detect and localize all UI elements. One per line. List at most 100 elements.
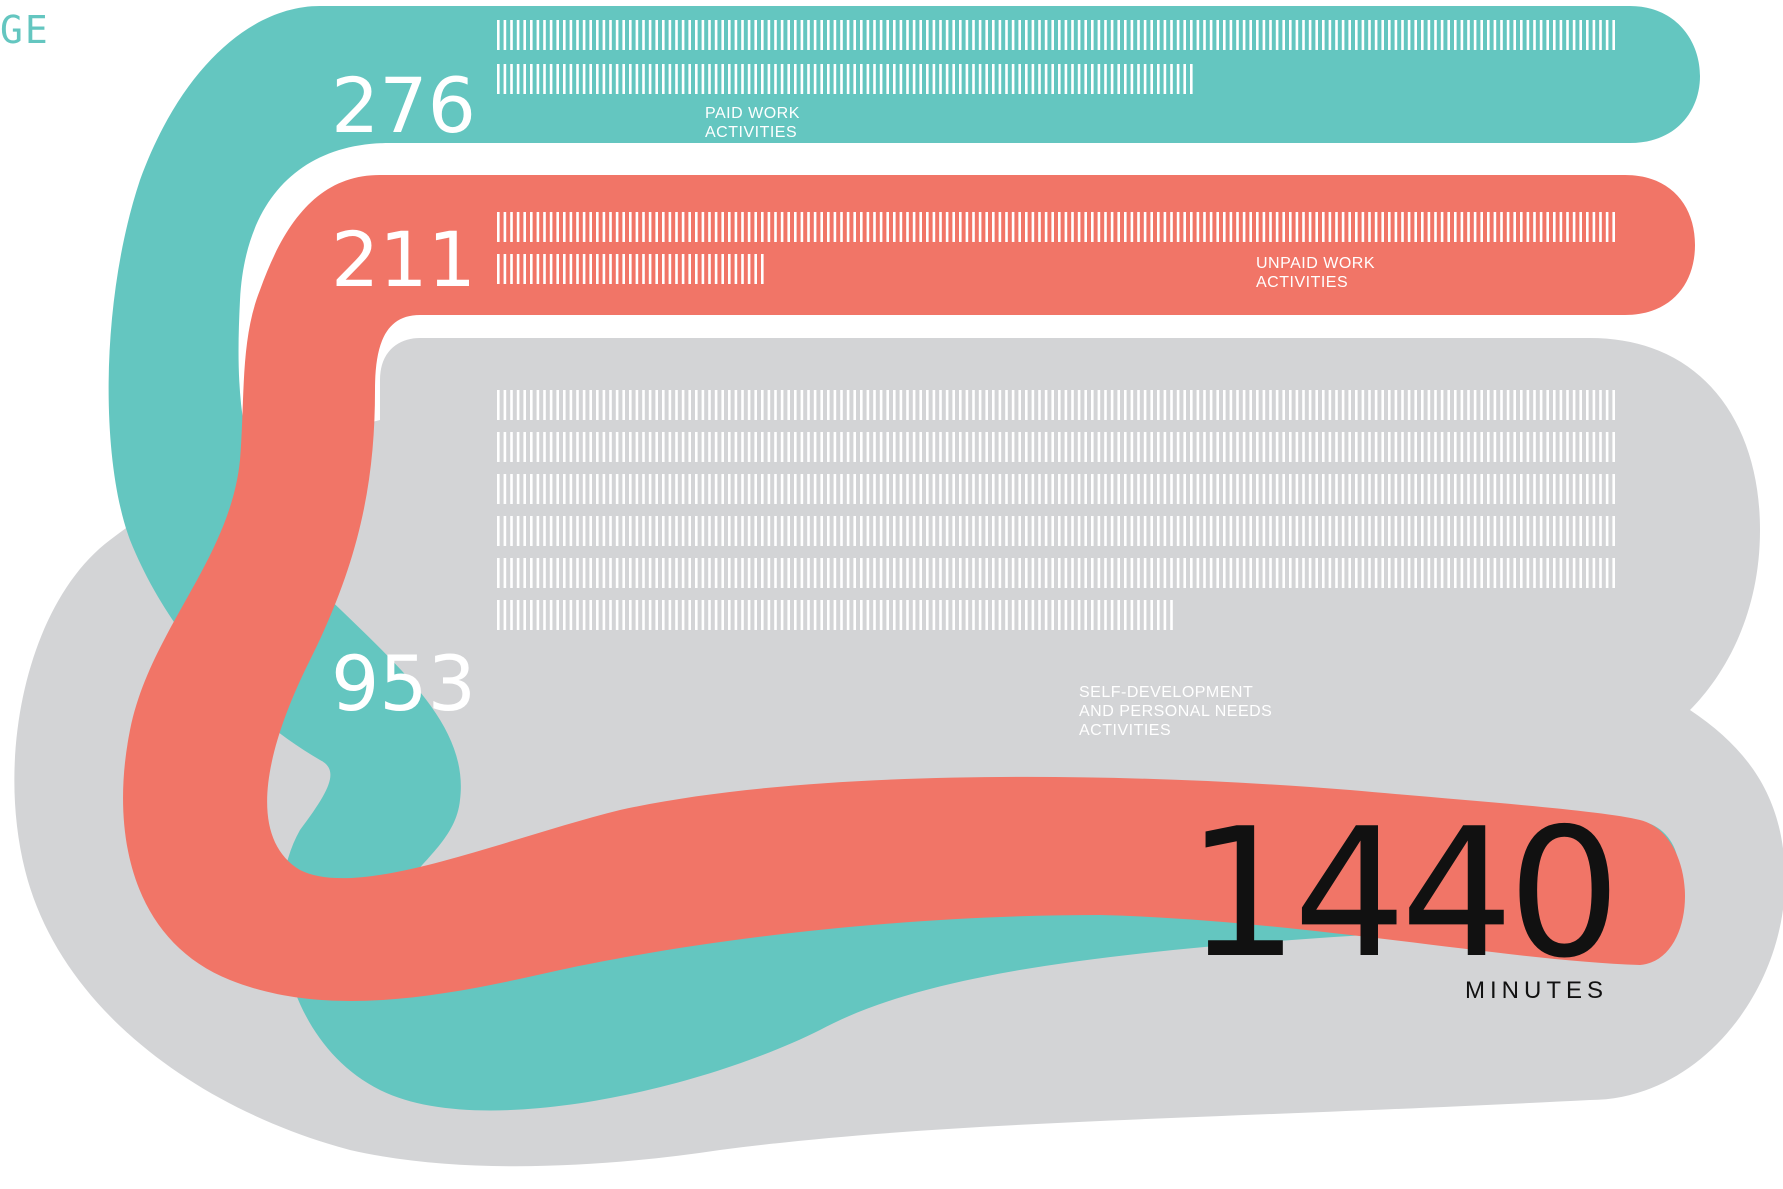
minute-tick: [1229, 390, 1233, 420]
minute-tick: [1381, 432, 1384, 462]
minute-tick: [1480, 390, 1483, 420]
minute-tick: [1051, 516, 1054, 546]
minute-tick: [1421, 558, 1424, 588]
minute-tick: [543, 390, 546, 420]
minute-tick: [549, 432, 553, 462]
minute-tick: [932, 516, 936, 546]
minute-tick: [800, 432, 804, 462]
minute-tick: [747, 474, 751, 504]
minute-tick: [622, 20, 625, 50]
minute-tick: [1091, 600, 1094, 630]
minute-tick: [787, 20, 790, 50]
minute-tick: [1394, 432, 1398, 462]
minute-tick: [807, 516, 810, 546]
minute-tick: [767, 516, 771, 546]
minute-tick: [1460, 390, 1464, 420]
minute-tick: [1355, 516, 1358, 546]
minute-tick: [582, 254, 586, 284]
minute-tick: [615, 516, 619, 546]
minute-tick: [1289, 390, 1292, 420]
minute-tick: [708, 254, 711, 284]
minute-tick: [576, 558, 579, 588]
minute-tick: [675, 254, 678, 284]
minute-tick: [556, 212, 559, 242]
minute-tick: [1242, 432, 1246, 462]
minute-tick: [787, 64, 790, 94]
minute-tick: [1315, 516, 1318, 546]
minute-tick: [1381, 390, 1384, 420]
minute-tick: [1223, 390, 1226, 420]
minute-tick: [800, 390, 804, 420]
minute-tick: [853, 432, 856, 462]
minute-tick: [1157, 474, 1160, 504]
minute-tick: [833, 64, 837, 94]
minute-tick: [919, 64, 922, 94]
minute-tick: [1361, 558, 1365, 588]
minute-tick: [629, 254, 632, 284]
minute-tick: [714, 474, 718, 504]
minute-tick: [1275, 558, 1279, 588]
minute-tick: [800, 558, 804, 588]
minute-tick: [774, 558, 777, 588]
minute-tick: [681, 600, 685, 630]
minute-tick: [642, 20, 645, 50]
minute-tick: [497, 20, 500, 50]
minute-tick: [813, 64, 817, 94]
minute-tick: [681, 64, 685, 94]
minute-tick: [754, 600, 757, 630]
minute-tick: [1421, 474, 1424, 504]
minute-tick: [1044, 20, 1048, 50]
minute-tick: [695, 254, 698, 284]
minute-tick: [1104, 600, 1107, 630]
minute-tick: [1500, 212, 1503, 242]
minute-tick: [1533, 474, 1536, 504]
minute-tick: [589, 474, 592, 504]
minute-tick: [510, 600, 513, 630]
minute-tick: [1209, 390, 1213, 420]
minute-tick: [655, 558, 658, 588]
minute-tick: [972, 390, 975, 420]
minute-tick: [675, 600, 678, 630]
minute-tick: [939, 212, 942, 242]
minute-tick: [1275, 516, 1279, 546]
minute-tick: [615, 390, 619, 420]
minute-tick: [761, 390, 764, 420]
minute-tick: [846, 516, 850, 546]
minute-tick: [497, 212, 500, 242]
minute-tick: [1071, 600, 1074, 630]
minute-tick: [1513, 390, 1516, 420]
minute-tick: [1295, 212, 1299, 242]
minute-tick: [549, 390, 553, 420]
minute-tick: [1242, 212, 1246, 242]
minute-tick: [1104, 474, 1107, 504]
minute-tick: [846, 20, 850, 50]
minute-tick: [1500, 516, 1503, 546]
minute-tick: [1249, 212, 1252, 242]
minute-tick: [774, 600, 777, 630]
minute-tick: [780, 390, 784, 420]
minute-tick: [615, 432, 619, 462]
minute-tick: [1421, 516, 1424, 546]
minute-tick: [615, 64, 619, 94]
minute-tick: [1209, 558, 1213, 588]
minute-tick: [1143, 64, 1147, 94]
minute-tick: [582, 20, 586, 50]
minute-tick: [1322, 20, 1325, 50]
minute-tick: [701, 64, 705, 94]
minute-tick: [939, 390, 942, 420]
minute-tick: [1467, 516, 1470, 546]
minute-tick: [912, 20, 916, 50]
minute-tick: [1011, 600, 1015, 630]
minute-tick: [688, 390, 691, 420]
minute-tick: [510, 212, 513, 242]
minute-tick: [1137, 64, 1140, 94]
minute-tick: [1592, 432, 1596, 462]
minute-tick: [728, 212, 731, 242]
minute-tick: [893, 20, 896, 50]
minute-tick: [721, 390, 724, 420]
minute-tick: [1117, 390, 1120, 420]
minute-tick: [596, 474, 599, 504]
minute-tick: [846, 558, 850, 588]
minute-tick: [1388, 558, 1391, 588]
minute-tick: [1117, 474, 1120, 504]
